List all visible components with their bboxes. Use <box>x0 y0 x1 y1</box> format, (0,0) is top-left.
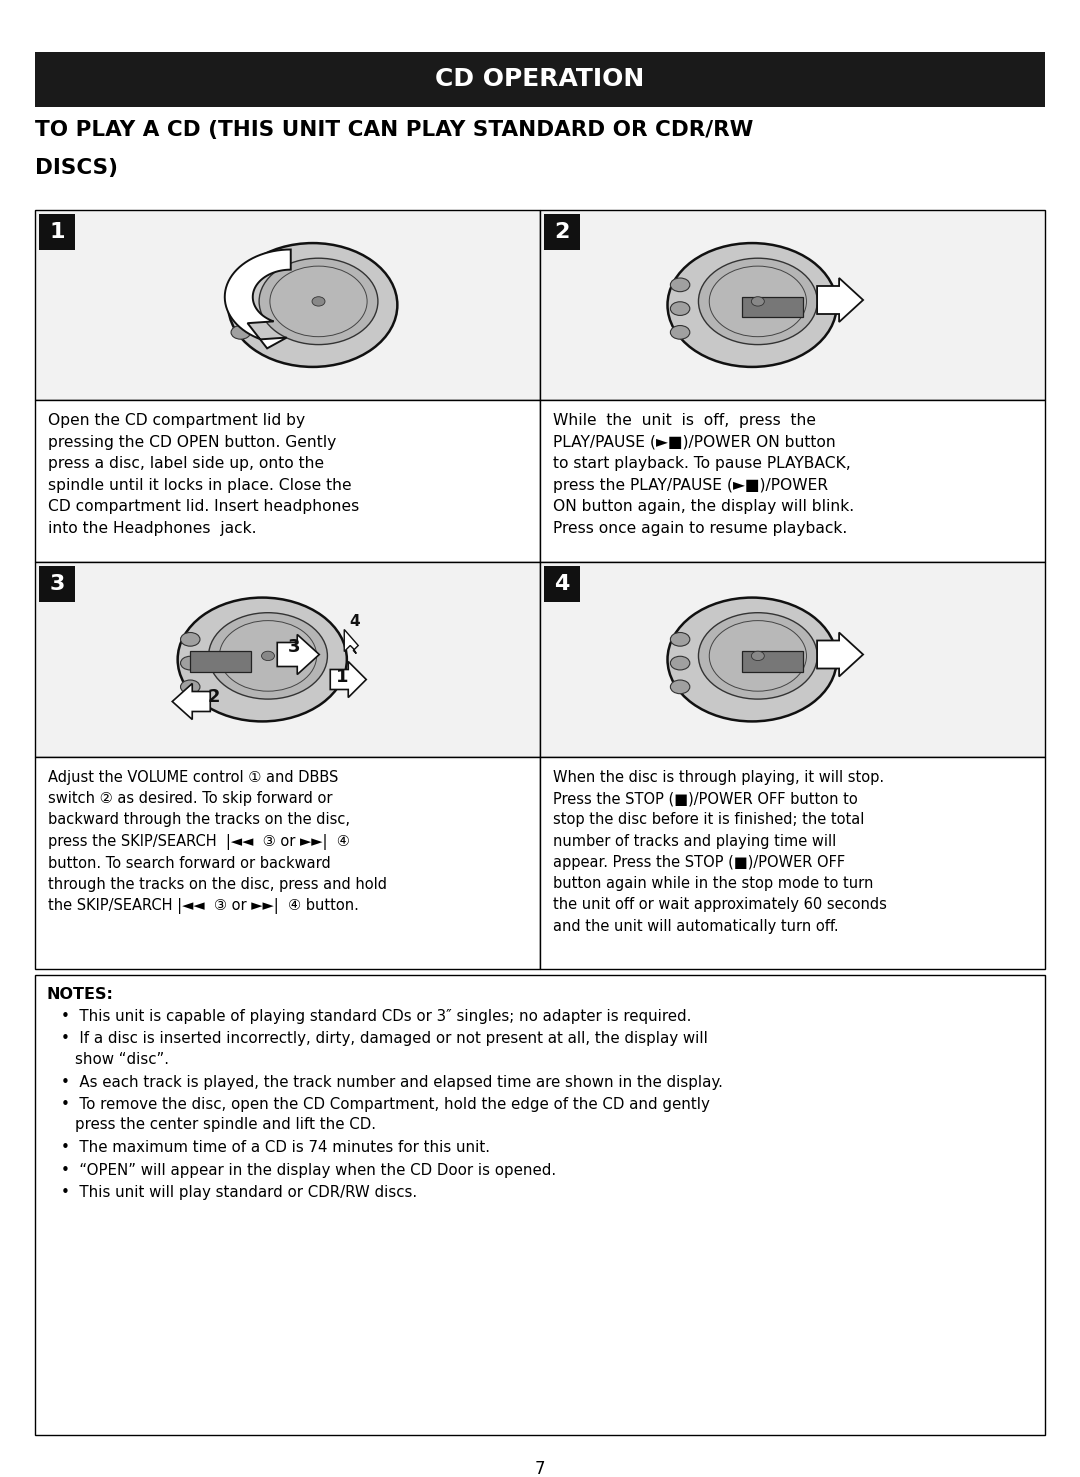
Bar <box>190 651 252 672</box>
Ellipse shape <box>208 613 327 699</box>
Ellipse shape <box>667 598 837 721</box>
Text: 3: 3 <box>288 638 300 656</box>
Text: CD OPERATION: CD OPERATION <box>435 68 645 92</box>
Text: 4: 4 <box>349 614 360 629</box>
Ellipse shape <box>259 258 378 344</box>
Ellipse shape <box>671 679 690 694</box>
Ellipse shape <box>231 301 251 316</box>
Ellipse shape <box>667 244 837 366</box>
Bar <box>540 210 1045 400</box>
Text: When the disc is through playing, it will stop.
Press the STOP (■)/POWER OFF but: When the disc is through playing, it wil… <box>553 770 887 933</box>
Text: •  “OPEN” will appear in the display when the CD Door is opened.: • “OPEN” will appear in the display when… <box>60 1162 556 1177</box>
Text: Adjust the VOLUME control ① and DBBS
switch ② as desired. To skip forward or
bac: Adjust the VOLUME control ① and DBBS swi… <box>48 770 387 914</box>
Bar <box>35 52 1045 106</box>
Text: press the center spindle and lift the CD.: press the center spindle and lift the CD… <box>75 1118 376 1133</box>
Bar <box>35 758 540 969</box>
Ellipse shape <box>261 651 274 660</box>
Text: show “disc”.: show “disc”. <box>75 1052 168 1066</box>
Text: 2: 2 <box>554 222 569 242</box>
Ellipse shape <box>671 632 690 645</box>
Ellipse shape <box>671 301 690 316</box>
Polygon shape <box>172 684 211 719</box>
Ellipse shape <box>180 656 200 671</box>
Text: Open the CD compartment lid by
pressing the CD OPEN button. Gently
press a disc,: Open the CD compartment lid by pressing … <box>48 414 360 536</box>
Bar <box>742 297 804 318</box>
Text: •  This unit will play standard or CDR/RW discs.: • This unit will play standard or CDR/RW… <box>60 1185 417 1199</box>
Text: 1: 1 <box>50 222 65 242</box>
Bar <box>35 400 540 563</box>
Bar <box>540 400 1045 563</box>
Bar <box>35 210 540 400</box>
Bar <box>742 651 804 672</box>
Polygon shape <box>225 250 291 349</box>
Ellipse shape <box>312 297 325 306</box>
Bar <box>544 214 580 250</box>
Ellipse shape <box>180 632 200 645</box>
Ellipse shape <box>699 258 818 344</box>
Bar <box>35 975 1045 1436</box>
Text: TO PLAY A CD (THIS UNIT CAN PLAY STANDARD OR CDR/RW: TO PLAY A CD (THIS UNIT CAN PLAY STANDAR… <box>35 120 754 140</box>
Ellipse shape <box>219 620 316 691</box>
Bar <box>39 566 75 603</box>
Ellipse shape <box>231 278 251 291</box>
Text: •  To remove the disc, open the CD Compartment, hold the edge of the CD and gent: • To remove the disc, open the CD Compar… <box>60 1097 710 1112</box>
Ellipse shape <box>177 598 347 721</box>
Ellipse shape <box>671 656 690 671</box>
Text: While  the  unit  is  off,  press  the
PLAY/PAUSE (►■)/POWER ON button
to start : While the unit is off, press the PLAY/PA… <box>553 414 854 536</box>
Ellipse shape <box>699 613 818 699</box>
Text: DISCS): DISCS) <box>35 158 118 179</box>
Text: •  This unit is capable of playing standard CDs or 3″ singles; no adapter is req: • This unit is capable of playing standa… <box>60 1009 691 1024</box>
Polygon shape <box>818 632 863 676</box>
Text: 7: 7 <box>535 1459 545 1477</box>
Text: 1: 1 <box>336 669 349 687</box>
Ellipse shape <box>710 266 807 337</box>
Bar <box>540 563 1045 758</box>
Bar <box>39 214 75 250</box>
Text: 3: 3 <box>50 575 65 594</box>
Ellipse shape <box>228 244 397 366</box>
Ellipse shape <box>752 651 765 660</box>
Text: •  As each track is played, the track number and elapsed time are shown in the d: • As each track is played, the track num… <box>60 1074 723 1090</box>
Ellipse shape <box>270 266 367 337</box>
Polygon shape <box>330 662 366 697</box>
Polygon shape <box>345 629 359 653</box>
Ellipse shape <box>231 325 251 340</box>
Bar <box>35 563 540 758</box>
Text: •  If a disc is inserted incorrectly, dirty, damaged or not present at all, the : • If a disc is inserted incorrectly, dir… <box>60 1031 707 1047</box>
Text: •  The maximum time of a CD is 74 minutes for this unit.: • The maximum time of a CD is 74 minutes… <box>60 1140 490 1155</box>
Ellipse shape <box>671 278 690 291</box>
Ellipse shape <box>710 620 807 691</box>
Text: NOTES:: NOTES: <box>48 987 113 1001</box>
Ellipse shape <box>752 297 765 306</box>
Text: 4: 4 <box>554 575 569 594</box>
Polygon shape <box>818 278 863 322</box>
Ellipse shape <box>671 325 690 340</box>
Ellipse shape <box>180 679 200 694</box>
Text: 2: 2 <box>208 688 220 706</box>
Bar <box>544 566 580 603</box>
Polygon shape <box>278 635 320 675</box>
Bar <box>540 758 1045 969</box>
